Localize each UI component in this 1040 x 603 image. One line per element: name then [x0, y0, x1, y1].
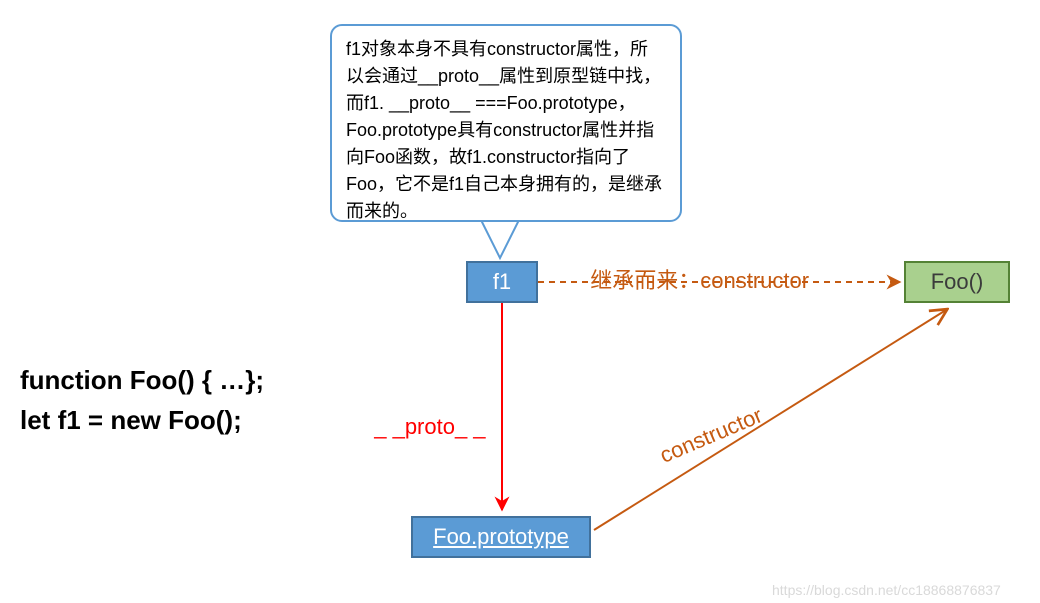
node-prototype: Foo.prototype [411, 516, 591, 558]
node-foo: Foo() [904, 261, 1010, 303]
label-inherit-text: 继承而来：constructor [590, 268, 809, 293]
label-proto: _ _proto_ _ [362, 388, 486, 440]
label-inherit: 继承而来：constructor [578, 237, 809, 295]
code-line-1: function Foo() { …}; [20, 360, 264, 400]
label-constructor: constructor [635, 378, 767, 473]
node-foo-label: Foo() [931, 269, 984, 295]
speech-bubble-tail [480, 218, 520, 258]
node-prototype-label: Foo.prototype [433, 524, 569, 550]
watermark-text: https://blog.csdn.net/cc18868876837 [772, 582, 1001, 598]
speech-bubble: f1对象本身不具有constructor属性，所以会通过__proto__属性到… [330, 24, 682, 222]
node-f1-label: f1 [493, 269, 511, 295]
code-line-2: let f1 = new Foo(); [20, 400, 264, 440]
watermark: https://blog.csdn.net/cc18868876837 [772, 582, 1001, 598]
label-constructor-text: constructor [656, 402, 766, 468]
label-proto-text: _ _proto_ _ [374, 414, 485, 439]
node-f1: f1 [466, 261, 538, 303]
code-block: function Foo() { …}; let f1 = new Foo(); [20, 360, 264, 440]
speech-bubble-text: f1对象本身不具有constructor属性，所以会通过__proto__属性到… [346, 39, 662, 221]
